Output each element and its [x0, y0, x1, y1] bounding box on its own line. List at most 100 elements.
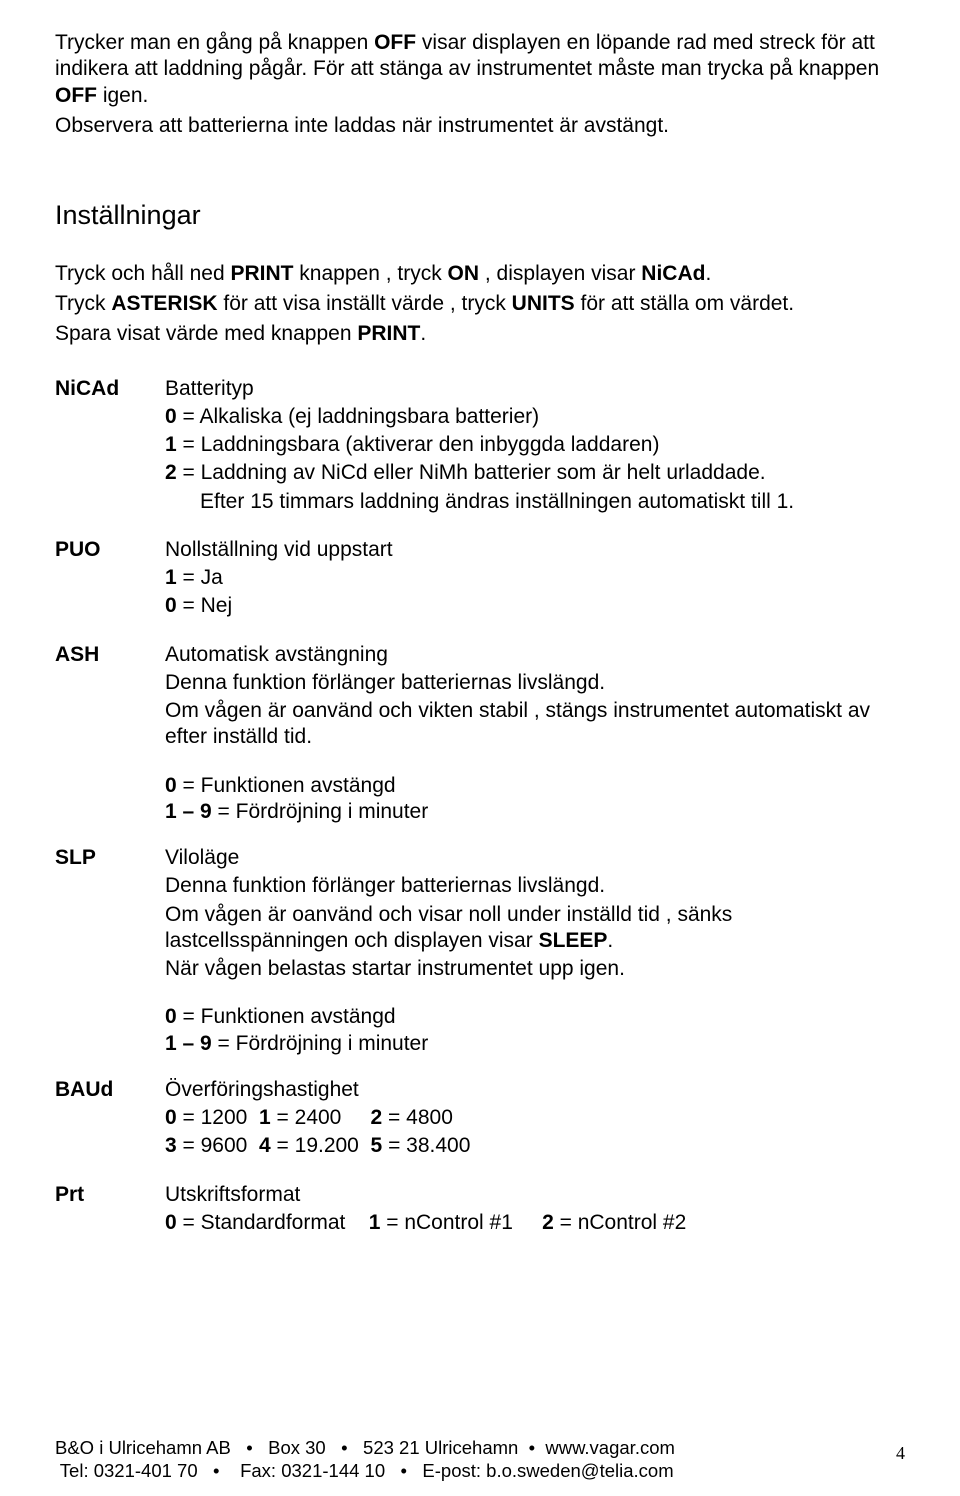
setting-baud: BAUd Överföringshastighet 0 = 1200 1 = 2…	[55, 1077, 905, 1162]
prt-cell: 1 = nControl #1	[369, 1210, 542, 1236]
opt-num: 0	[165, 1211, 177, 1234]
opt-text: = Laddningsbara (aktiverar den inbyggda …	[177, 433, 660, 456]
setting-body: Automatisk avstängning Denna funktion fö…	[165, 642, 905, 753]
opt-text: = 9600	[177, 1134, 259, 1157]
option-line: 1 = Ja	[165, 565, 905, 591]
opt-text: = Alkaliska (ej laddningsbara batterier)	[177, 405, 539, 428]
opt-text: = Nej	[177, 594, 232, 617]
opt-text: = Funktionen avstängd	[177, 774, 396, 797]
asterisk-keyword: ASTERISK	[111, 292, 217, 315]
opt-num: 3	[165, 1134, 177, 1157]
settings-intro-line-1: Tryck och håll ned PRINT knappen , tryck…	[55, 261, 905, 287]
on-keyword: ON	[448, 262, 480, 285]
settings-intro-line-2: Tryck ASTERISK för att visa inställt vär…	[55, 291, 905, 317]
opt-text: = Standardformat	[177, 1211, 369, 1234]
text: , displayen visar	[479, 262, 641, 285]
page-footer: B&O i Ulricehamn AB • Box 30 • 523 21 Ul…	[55, 1436, 905, 1482]
option-line: 0 = Funktionen avstängd	[165, 773, 905, 799]
setting-title: Nollställning vid uppstart	[165, 537, 905, 563]
setting-key: PUO	[55, 537, 165, 622]
slp-options: 0 = Funktionen avstängd 1 – 9 = Fördröjn…	[165, 1004, 905, 1057]
opt-num: 4	[259, 1134, 271, 1157]
print-keyword: PRINT	[357, 322, 420, 345]
opt-num: 0	[165, 774, 177, 797]
opt-num: 0	[165, 1106, 177, 1129]
option-line: 1 – 9 = Fördröjning i minuter	[165, 1031, 905, 1057]
opt-num: 1	[165, 433, 177, 456]
desc-line: Om vågen är oanvänd och vikten stabil , …	[165, 698, 905, 751]
settings-intro: Tryck och håll ned PRINT knappen , tryck…	[55, 261, 905, 348]
opt-num: 5	[371, 1134, 383, 1157]
page-number: 4	[896, 1442, 905, 1465]
desc-line: Denna funktion förlänger batteriernas li…	[165, 670, 905, 696]
desc-line: När vågen belastas startar instrumentet …	[165, 956, 905, 982]
footer-line-2: Tel: 0321-401 70 • Fax: 0321-144 10 • E-…	[55, 1459, 905, 1482]
option-line: 0 = Nej	[165, 593, 905, 619]
opt-text: = 38.400	[382, 1134, 470, 1157]
desc-line: Om vågen är oanvänd och visar noll under…	[165, 902, 905, 955]
text: knappen , tryck	[293, 262, 447, 285]
intro-line: Trycker man en gång på knappen OFF visar…	[55, 30, 905, 109]
intro-paragraph: Trycker man en gång på knappen OFF visar…	[55, 30, 905, 139]
setting-prt: Prt Utskriftsformat 0 = Standardformat 1…	[55, 1182, 905, 1239]
option-line: 0 = Funktionen avstängd	[165, 1004, 905, 1030]
setting-body: Utskriftsformat 0 = Standardformat 1 = n…	[165, 1182, 905, 1239]
settings-intro-line-3: Spara visat värde med knappen PRINT.	[55, 321, 905, 347]
opt-num: 1	[369, 1211, 381, 1234]
setting-key: BAUd	[55, 1077, 165, 1162]
setting-title: Överföringshastighet	[165, 1077, 905, 1103]
text: igen.	[97, 84, 148, 107]
opt-num: 0	[165, 594, 177, 617]
opt-text: = Fördröjning i minuter	[212, 1032, 429, 1055]
text: för att ställa om värdet.	[575, 292, 794, 315]
setting-body: Batterityp 0 = Alkaliska (ej laddningsba…	[165, 376, 905, 517]
sleep-keyword: SLEEP	[539, 929, 608, 952]
opt-text: = 4800	[382, 1106, 453, 1129]
text: Tryck och håll ned	[55, 262, 230, 285]
opt-num: 1	[259, 1106, 271, 1129]
baud-cell: 2 = 4800	[371, 1105, 453, 1131]
setting-title: Utskriftsformat	[165, 1182, 905, 1208]
settings-list: NiCAd Batterityp 0 = Alkaliska (ej laddn…	[55, 376, 905, 1239]
baud-cell: 3 = 9600	[165, 1133, 259, 1159]
text: Om vågen är oanvänd och visar noll under…	[165, 903, 732, 952]
prt-row: 0 = Standardformat 1 = nControl #1 2 = n…	[165, 1210, 905, 1236]
baud-cell: 5 = 38.400	[371, 1133, 471, 1159]
setting-key: Prt	[55, 1182, 165, 1239]
units-keyword: UNITS	[512, 292, 575, 315]
setting-key: NiCAd	[55, 376, 165, 517]
setting-key: ASH	[55, 642, 165, 753]
text: Spara visat värde med knappen	[55, 322, 357, 345]
setting-ash: ASH Automatisk avstängning Denna funktio…	[55, 642, 905, 753]
opt-num: 1 – 9	[165, 800, 212, 823]
opt-num: 1	[165, 566, 177, 589]
opt-text: = 1200	[177, 1106, 259, 1129]
baud-cell: 1 = 2400	[259, 1105, 371, 1131]
option-line: 1 = Laddningsbara (aktiverar den inbyggd…	[165, 432, 905, 458]
opt-text: = nControl #2	[554, 1211, 687, 1234]
setting-title: Batterityp	[165, 376, 905, 402]
prt-cell: 2 = nControl #2	[542, 1210, 686, 1236]
prt-cell: 0 = Standardformat	[165, 1210, 369, 1236]
setting-slp: SLP Viloläge Denna funktion förlänger ba…	[55, 845, 905, 984]
desc-line: Denna funktion förlänger batteriernas li…	[165, 873, 905, 899]
opt-text: = Ja	[177, 566, 223, 589]
option-line: Efter 15 timmars laddning ändras inställ…	[165, 489, 905, 515]
intro-line-2: Observera att batterierna inte laddas nä…	[55, 113, 905, 139]
opt-text: = Laddning av NiCd eller NiMh batterier …	[177, 461, 766, 484]
opt-num: 0	[165, 405, 177, 428]
footer-line-1: B&O i Ulricehamn AB • Box 30 • 523 21 Ul…	[55, 1436, 905, 1459]
nicad-keyword: NiCAd	[641, 262, 705, 285]
ash-options: 0 = Funktionen avstängd 1 – 9 = Fördröjn…	[165, 773, 905, 826]
setting-key: SLP	[55, 845, 165, 984]
text: Trycker man en gång på knappen	[55, 31, 374, 54]
text: .	[420, 322, 426, 345]
option-line: 0 = Alkaliska (ej laddningsbara batterie…	[165, 404, 905, 430]
baud-cell: 4 = 19.200	[259, 1133, 371, 1159]
setting-title: Automatisk avstängning	[165, 642, 905, 668]
setting-body: Nollställning vid uppstart 1 = Ja 0 = Ne…	[165, 537, 905, 622]
text: för att visa inställt värde , tryck	[218, 292, 512, 315]
baud-row-2: 3 = 9600 4 = 19.200 5 = 38.400	[165, 1133, 905, 1159]
opt-num: 2	[371, 1106, 383, 1129]
setting-body: Överföringshastighet 0 = 1200 1 = 2400 2…	[165, 1077, 905, 1162]
